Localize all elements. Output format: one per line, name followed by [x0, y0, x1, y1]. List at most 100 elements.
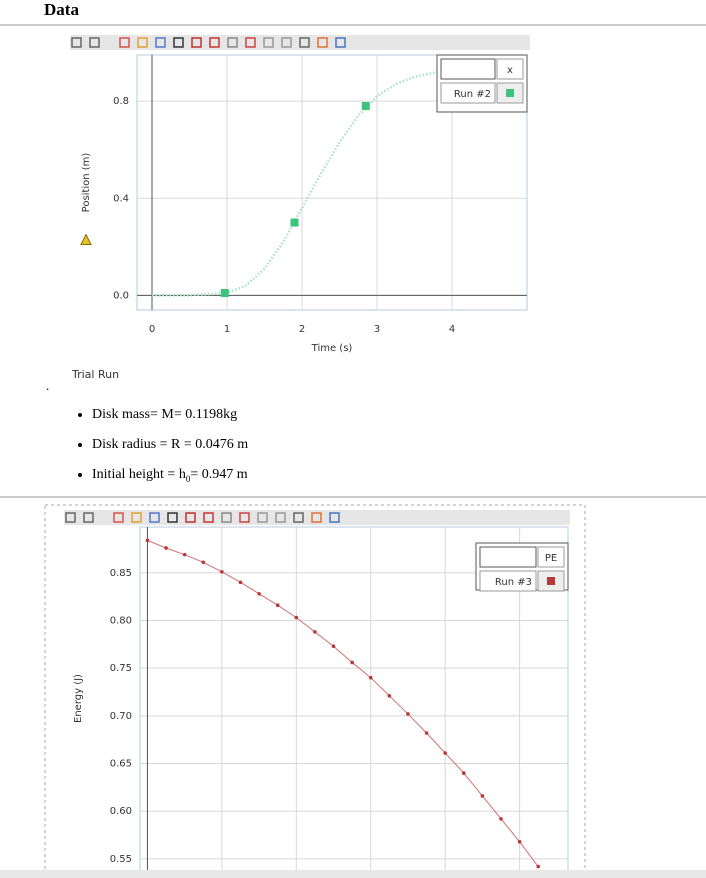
legend-label: Run #2	[454, 89, 491, 100]
point	[368, 675, 373, 680]
bullet: Initial height = h0= 0.947 m	[92, 460, 248, 490]
icon	[227, 37, 238, 48]
warning-icon	[80, 233, 92, 245]
bullet-list: Disk mass= M= 0.1198kg Disk radius = R =…	[50, 400, 248, 490]
icon	[71, 37, 82, 48]
x-tick-label: 1	[224, 324, 230, 335]
icon	[203, 512, 214, 523]
legend-cell	[440, 82, 496, 104]
point	[275, 603, 280, 608]
point	[238, 580, 243, 585]
icon	[209, 37, 220, 48]
point	[331, 644, 336, 649]
y-tick-label: 0.85	[110, 568, 132, 579]
point	[220, 570, 224, 574]
legend-swatch	[506, 89, 514, 97]
caption: Trial Run	[72, 368, 120, 381]
icon	[89, 37, 100, 48]
line	[147, 539, 539, 867]
icon	[185, 512, 196, 523]
legend-header: PE	[545, 553, 557, 564]
point	[406, 712, 410, 716]
point	[461, 771, 466, 775]
icon	[281, 37, 292, 48]
legend-cell	[479, 570, 537, 592]
bullet: Disk radius = R = 0.0476 m	[92, 430, 248, 460]
point	[499, 817, 503, 821]
icon	[149, 512, 160, 523]
bottom-bar	[0, 870, 706, 878]
y-tick-label: 0.55	[110, 854, 132, 865]
y-tick-label: 0.0	[113, 290, 129, 301]
icon	[311, 512, 322, 523]
icon	[293, 512, 304, 523]
icon	[317, 37, 328, 48]
x-tick-label: 2	[299, 324, 305, 335]
line	[152, 70, 438, 297]
marker	[290, 218, 299, 227]
point	[164, 546, 168, 550]
point	[443, 751, 447, 755]
y-tick-label: 0.65	[110, 759, 132, 770]
marker	[361, 102, 370, 110]
legend-header: x	[507, 65, 513, 76]
icon	[263, 37, 274, 48]
icon	[65, 512, 76, 523]
icon	[173, 37, 184, 48]
x-axis-label: Time (s)	[311, 343, 353, 354]
icon	[191, 37, 202, 48]
heading: Data	[44, 0, 79, 19]
y-axis-label: Position (m)	[81, 153, 92, 213]
bullet-text: = 0.947 m	[190, 467, 248, 482]
icon	[245, 37, 256, 48]
marker	[220, 289, 229, 297]
y-tick-label: 0.8	[113, 96, 129, 107]
icon	[239, 512, 250, 523]
icon	[299, 37, 310, 48]
icon	[119, 37, 130, 48]
toolbar-icons	[65, 37, 346, 523]
frame	[44, 504, 586, 878]
bullet-text: Disk mass= M= 0.1198kg	[92, 407, 238, 422]
legend-field	[479, 546, 537, 568]
icon	[131, 512, 142, 523]
point	[294, 615, 299, 620]
icon	[221, 512, 232, 523]
point	[201, 560, 206, 565]
icon	[137, 37, 148, 48]
y-tick-label: 0.60	[110, 806, 132, 817]
legend-label: Run #3	[495, 577, 532, 588]
point	[480, 794, 485, 798]
icon	[335, 37, 346, 48]
point	[517, 839, 522, 844]
icon	[155, 37, 166, 48]
y-tick-label: 0.75	[110, 663, 132, 674]
icon	[113, 512, 124, 523]
point	[387, 694, 392, 698]
legend-cell	[537, 546, 565, 568]
y-tick-label: 0.80	[110, 615, 132, 626]
icon	[329, 512, 340, 523]
point	[350, 660, 354, 665]
point	[536, 864, 541, 869]
y-axis-label: Energy (J)	[73, 674, 84, 723]
point	[182, 552, 187, 557]
point	[313, 630, 317, 634]
bullet-text: Disk radius = R = 0.0476 m	[92, 437, 249, 452]
point	[145, 538, 150, 543]
x-tick-label: 3	[374, 324, 380, 335]
y-tick-label: 0.70	[110, 711, 132, 722]
stray-mark: .	[46, 378, 50, 393]
icon	[167, 512, 178, 523]
bullet: Disk mass= M= 0.1198kg	[92, 400, 248, 430]
bullet-text: Initial height = h	[92, 467, 186, 482]
y-tick-label: 0.4	[113, 193, 129, 204]
icon	[275, 512, 286, 523]
icon	[83, 512, 94, 523]
x-tick-label: 0	[149, 324, 155, 335]
x-tick-label: 4	[449, 324, 455, 335]
legend-swatch	[547, 577, 555, 585]
icon	[257, 512, 268, 523]
